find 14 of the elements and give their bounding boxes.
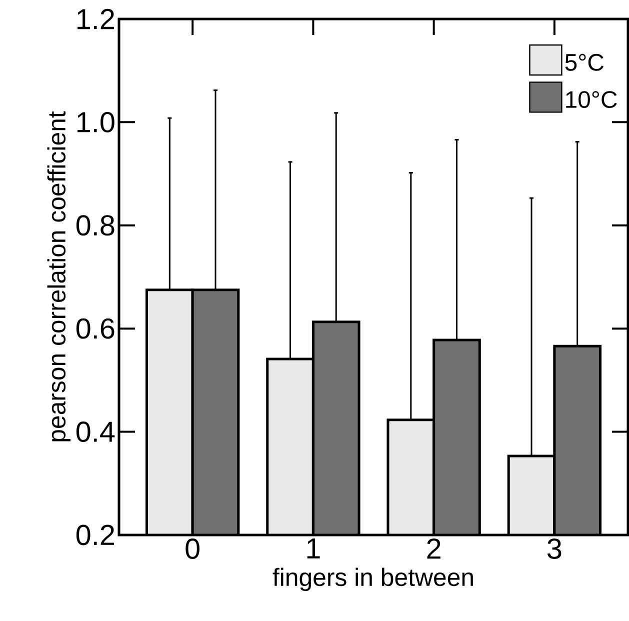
y-tick-label: 1.0 xyxy=(78,112,114,132)
x-tick-label: 0 xyxy=(186,538,200,559)
y-tick-label: 0.8 xyxy=(76,215,114,236)
y-tick-label: 1.2 xyxy=(78,8,114,30)
y-axis-title: pearson correlation coefficient xyxy=(47,111,70,442)
x-tick-label: 1 xyxy=(307,538,320,558)
legend-label: 5°C xyxy=(565,54,604,71)
y-tick-label: 0.6 xyxy=(76,318,114,339)
y-tick-label: 0.2 xyxy=(76,524,114,546)
x-axis-title: fingers in between xyxy=(272,568,473,592)
legend-label: 10°C xyxy=(566,91,617,108)
y-tick-label: 0.4 xyxy=(76,422,115,442)
x-tick-label: 2 xyxy=(427,538,440,559)
x-tick-label: 3 xyxy=(547,538,562,559)
